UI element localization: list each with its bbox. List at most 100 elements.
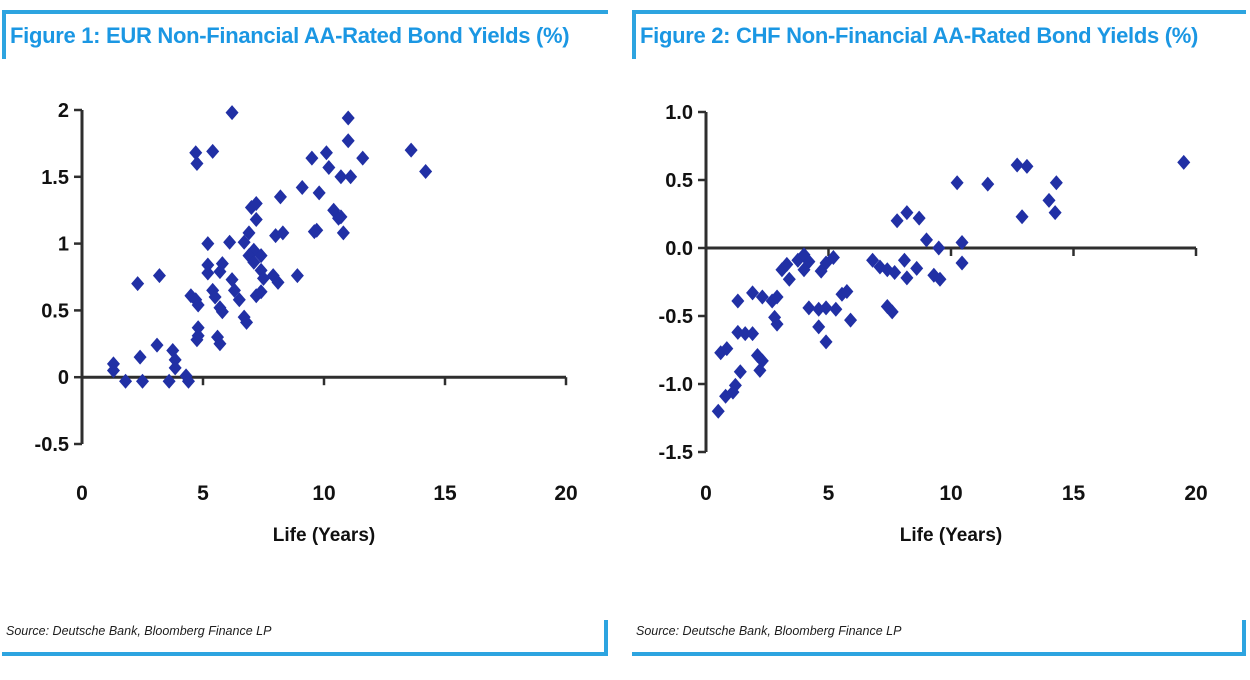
data-point (844, 312, 858, 328)
data-point (780, 256, 794, 272)
data-point (106, 363, 120, 379)
data-point (133, 349, 147, 365)
data-point (334, 169, 348, 185)
x-tick-label: 10 (939, 482, 962, 505)
data-point (738, 326, 752, 342)
figure-panel-chf: Figure 2: CHF Non-Financial AA-Rated Bon… (630, 0, 1250, 680)
y-tick-label: 1.0 (665, 102, 693, 124)
data-point (900, 270, 914, 286)
data-point (933, 271, 947, 287)
data-point (750, 347, 764, 363)
data-point (206, 143, 220, 159)
data-point (753, 362, 767, 378)
data-point (797, 262, 811, 278)
y-tick-label: -1.5 (659, 442, 693, 464)
data-point (897, 252, 911, 268)
data-point (319, 145, 333, 161)
data-point (1020, 158, 1034, 174)
data-point (232, 292, 246, 308)
y-tick-label: 2 (58, 100, 69, 122)
data-point (1010, 157, 1024, 173)
chf-bond-yield-scatter-chart: 1.0 0.5 0.0 -0.5 -1.0 -1.5 0 5 10 15 20 Life (Years… (659, 102, 1208, 546)
figure-title-eur: Figure 1: EUR Non-Financial AA-Rated Bon… (10, 23, 570, 48)
data-point (208, 289, 222, 305)
data-point (765, 293, 779, 309)
data-point (305, 150, 319, 166)
data-point (215, 304, 229, 320)
data-point (150, 337, 164, 353)
data-point (223, 234, 237, 250)
data-point (890, 213, 904, 229)
data-point (755, 353, 769, 369)
data-point (201, 265, 215, 281)
data-point (189, 145, 203, 161)
data-point (746, 326, 760, 342)
x-axis-title: Life (Years) (900, 525, 1002, 546)
data-point (955, 235, 969, 251)
data-point (932, 240, 946, 256)
data-point (312, 185, 326, 201)
data-point (819, 334, 833, 350)
data-point (341, 133, 355, 149)
data-point (888, 264, 902, 280)
data-point (162, 373, 176, 389)
y-tick-label: 0.0 (665, 238, 693, 260)
data-point (829, 301, 843, 317)
data-point (213, 336, 227, 352)
data-point (711, 403, 725, 419)
source-note-eur: Source: Deutsche Bank, Bloomberg Finance… (6, 624, 272, 638)
data-point (955, 255, 969, 271)
title-left-stub (632, 10, 636, 59)
data-point (770, 316, 784, 332)
data-point (307, 224, 321, 240)
data-point (819, 300, 833, 316)
x-tick-label: 5 (823, 482, 835, 505)
y-tick-label: 1.5 (41, 167, 69, 189)
data-point (215, 256, 229, 272)
data-point (1049, 175, 1063, 191)
data-point (981, 176, 995, 192)
data-point (168, 352, 182, 368)
data-point (225, 105, 239, 121)
data-point (726, 384, 740, 400)
data-point (404, 142, 418, 158)
data-point (866, 252, 880, 268)
data-point (191, 320, 205, 336)
data-point (900, 205, 914, 221)
data-point (295, 179, 309, 195)
data-point (201, 257, 215, 273)
data-point (271, 274, 285, 290)
footer-bottom-rule (2, 652, 608, 656)
y-tick-label: -0.5 (659, 306, 693, 328)
x-tick-label: 15 (433, 482, 457, 505)
data-point (1177, 154, 1191, 170)
data-point (322, 159, 336, 175)
data-point (802, 300, 816, 316)
footer-right-stub (604, 620, 608, 656)
data-point (1015, 209, 1029, 225)
data-point (225, 272, 239, 288)
data-point (733, 364, 747, 380)
data-point (273, 189, 287, 205)
data-point (131, 276, 145, 292)
footer-right-stub (1242, 620, 1246, 656)
data-point (812, 301, 826, 317)
data-point (775, 262, 789, 278)
data-point (181, 373, 195, 389)
title-left-stub (2, 10, 6, 59)
data-point (119, 373, 133, 389)
data-point (840, 284, 854, 300)
data-point (257, 270, 270, 286)
data-point (254, 248, 268, 264)
x-tick-label: 20 (554, 482, 577, 505)
data-point (247, 254, 261, 270)
data-point (950, 175, 964, 191)
x-tick-label: 0 (76, 482, 88, 505)
data-point (873, 259, 887, 275)
x-axis-title: Life (Years) (273, 525, 375, 546)
data-point (1048, 205, 1062, 221)
data-point (341, 110, 355, 126)
data-point (168, 360, 182, 376)
data-point (720, 341, 734, 357)
data-point (791, 252, 805, 268)
